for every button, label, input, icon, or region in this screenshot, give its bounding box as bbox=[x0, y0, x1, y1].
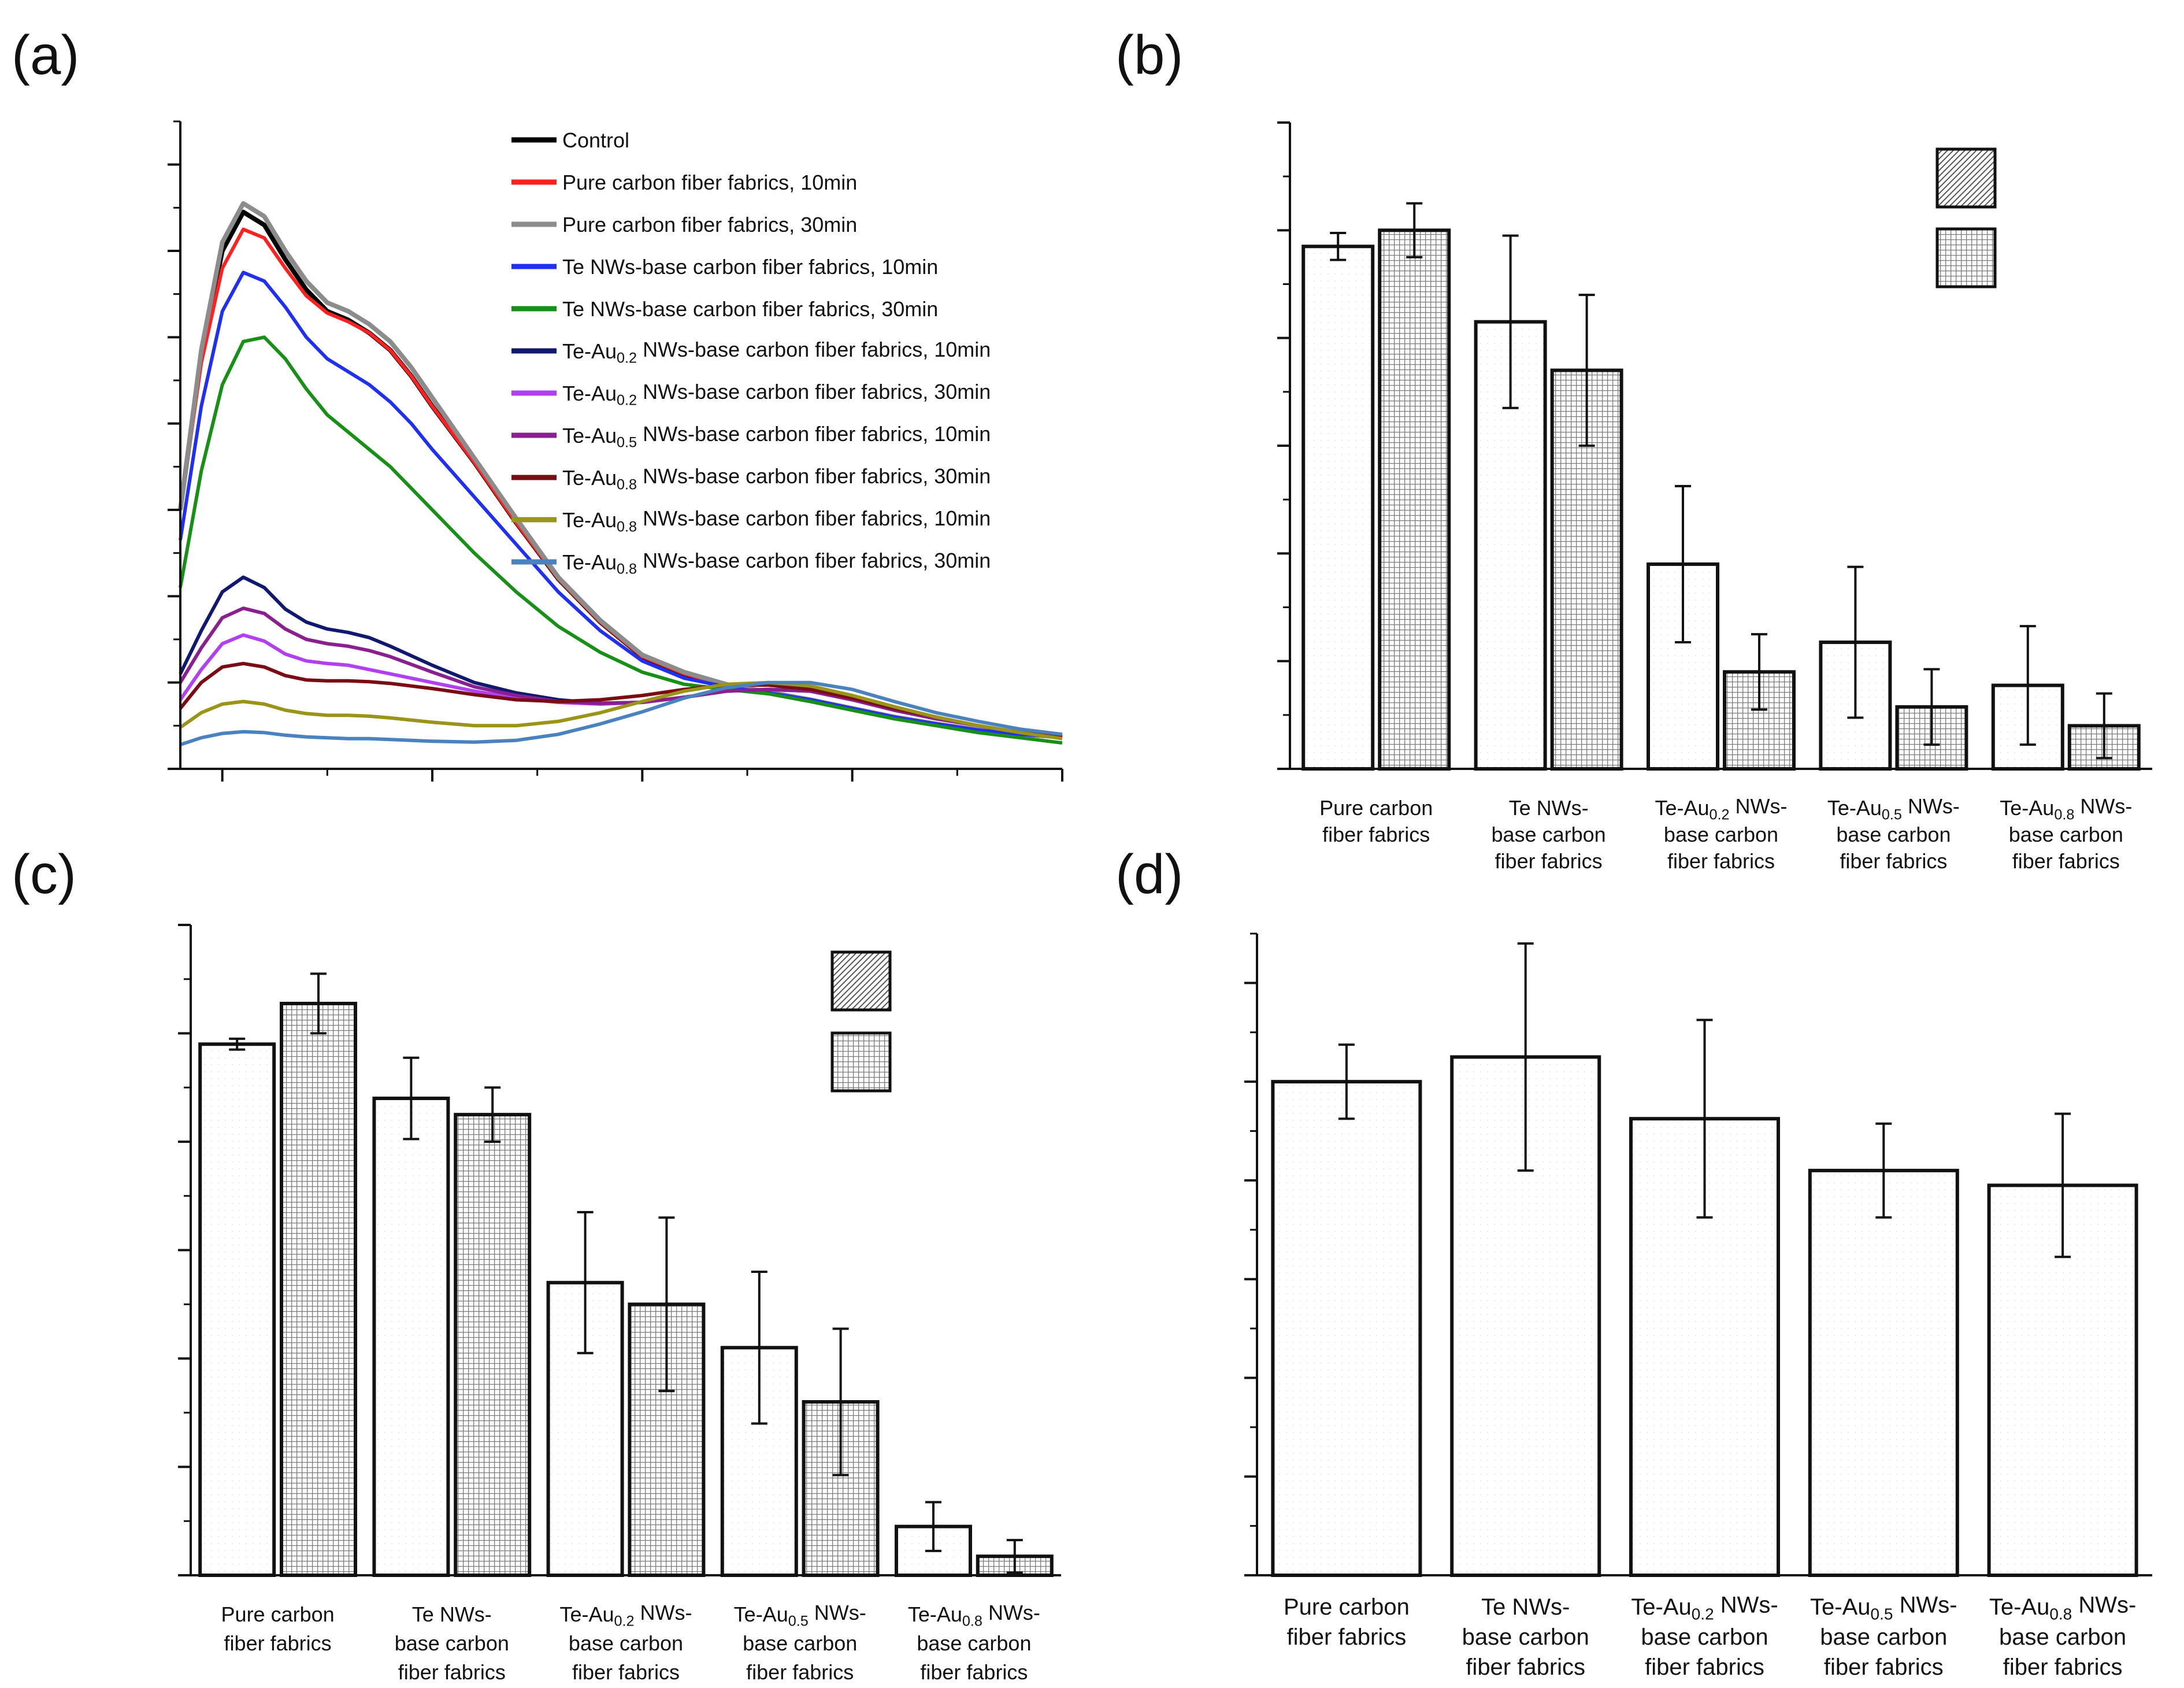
category-label: base carbon bbox=[1836, 823, 1951, 846]
category-label: Te-Au0.2 NWs- bbox=[1631, 1592, 1778, 1623]
legend-label-8: Te-Au0.5 NWs-base carbon fiber fabrics, … bbox=[562, 422, 991, 451]
category-label: Te NWs- bbox=[1481, 1594, 1570, 1620]
panel-label-a: (a) bbox=[12, 24, 79, 86]
bar-30min-1 bbox=[1378, 228, 1451, 771]
legend-label-11: Te-Au0.8 NWs-base carbon fiber fabrics, … bbox=[562, 549, 991, 578]
legend-label-4: Te NWs-base carbon fiber fabrics, 10min bbox=[562, 255, 938, 279]
category-label: Te NWs- bbox=[412, 1602, 492, 1626]
legend-swatch-30min bbox=[1935, 227, 1997, 288]
category-label: fiber fabrics bbox=[224, 1631, 332, 1655]
panel-label-b: (b) bbox=[1115, 24, 1183, 86]
category-label: base carbon bbox=[2009, 823, 2123, 846]
series-line-10 bbox=[179, 680, 1063, 741]
category-label: Te-Au0.2 NWs- bbox=[1655, 794, 1787, 823]
category-label: Te-Au0.5 NWs- bbox=[734, 1601, 866, 1630]
category-label: base carbon bbox=[395, 1631, 509, 1655]
bar-30min-1 bbox=[280, 1001, 357, 1577]
category-label: base carbon bbox=[743, 1631, 857, 1655]
series-line-11 bbox=[180, 680, 1063, 747]
legend-swatch-30min bbox=[830, 1031, 892, 1093]
legend-swatch-10min bbox=[1935, 147, 1997, 209]
bar-cell-viability-4 bbox=[1808, 1168, 1959, 1578]
category-label: base carbon bbox=[1462, 1624, 1589, 1650]
category-label: fiber fabrics bbox=[1466, 1654, 1585, 1680]
bar-30min-2 bbox=[454, 1113, 532, 1577]
legend-label-2: Pure carbon fiber fabrics, 10min bbox=[562, 171, 857, 194]
category-label: base carbon bbox=[569, 1631, 683, 1655]
category-label: Te-Au0.5 NWs- bbox=[1827, 794, 1960, 823]
legend-label-1: Control bbox=[562, 128, 629, 152]
category-label: fiber fabrics bbox=[1667, 849, 1775, 873]
panel-label-d: (d) bbox=[1115, 843, 1183, 905]
category-label: base carbon bbox=[1999, 1624, 2126, 1650]
category-label: fiber fabrics bbox=[2012, 849, 2120, 873]
category-label: base carbon bbox=[1492, 823, 1606, 846]
category-label: base carbon bbox=[1641, 1624, 1768, 1650]
category-label: fiber fabrics bbox=[1645, 1654, 1764, 1680]
category-label: Pure carbon bbox=[1284, 1594, 1410, 1620]
category-label: fiber fabrics bbox=[398, 1660, 506, 1684]
category-label: fiber fabrics bbox=[2003, 1654, 2123, 1680]
legend-label-9: Te-Au0.8 NWs-base carbon fiber fabrics, … bbox=[562, 464, 991, 493]
legend-label-7: Te-Au0.2 NWs-base carbon fiber fabrics, … bbox=[562, 380, 991, 409]
category-label: Te NWs- bbox=[1509, 796, 1589, 820]
category-label: Pure carbon bbox=[1319, 796, 1433, 820]
bar-10min-1 bbox=[198, 1042, 276, 1577]
series-line-5 bbox=[179, 335, 1063, 745]
category-label: Te-Au0.8 NWs- bbox=[2000, 794, 2132, 823]
category-label: fiber fabrics bbox=[1824, 1654, 1944, 1680]
viable-bacteria-bar-chart-b: Pure carbon fiber fabrics Te NWs-base carb… bbox=[1277, 121, 2152, 873]
category-label: Te-Au0.8 NWs- bbox=[1989, 1592, 2137, 1623]
category-label: fiber fabrics bbox=[1322, 823, 1430, 846]
bar-10min-1 bbox=[1301, 245, 1375, 771]
category-label: fiber fabrics bbox=[1287, 1624, 1407, 1650]
category-label: fiber fabrics bbox=[1840, 849, 1947, 873]
legend-label-5: Te NWs-base carbon fiber fabrics, 30min bbox=[562, 297, 938, 321]
category-label: base carbon bbox=[917, 1631, 1031, 1655]
cell-viability-bar-chart: Pure carbon fiber fabrics Te NWs-base carb… bbox=[1244, 932, 2152, 1680]
panel-label-c: (c) bbox=[12, 843, 76, 905]
category-label: fiber fabrics bbox=[920, 1660, 1028, 1684]
category-label: base carbon bbox=[1820, 1624, 1947, 1650]
legend-label-6: Te-Au0.2 NWs-base carbon fiber fabrics, … bbox=[562, 338, 991, 367]
bar-10min-2 bbox=[372, 1097, 450, 1577]
category-label: Pure carbon bbox=[221, 1602, 335, 1626]
category-label: Te-Au0.8 NWs- bbox=[908, 1601, 1040, 1630]
category-label: Te-Au0.2 NWs- bbox=[559, 1601, 692, 1630]
legend-swatch-10min bbox=[830, 950, 892, 1012]
fluorescence-line-chart: Control Pure carbon fiber fabrics, 10min P… bbox=[168, 120, 1063, 782]
series-line-9 bbox=[179, 661, 1063, 739]
category-label: fiber fabrics bbox=[746, 1660, 854, 1684]
viable-bacteria-bar-chart-c: Pure carbon fiber fabrics Te NWs-base carb… bbox=[178, 924, 1061, 1684]
category-label: fiber fabrics bbox=[1495, 849, 1603, 873]
category-label: fiber fabrics bbox=[572, 1660, 680, 1684]
legend-label-3: Pure carbon fiber fabrics, 30min bbox=[562, 213, 857, 236]
category-label: base carbon bbox=[1664, 823, 1778, 846]
category-label: Te-Au0.5 NWs- bbox=[1810, 1592, 1957, 1623]
legend-label-10: Te-Au0.8 NWs-base carbon fiber fabrics, … bbox=[562, 506, 991, 535]
bar-cell-viability-1 bbox=[1271, 1080, 1422, 1577]
